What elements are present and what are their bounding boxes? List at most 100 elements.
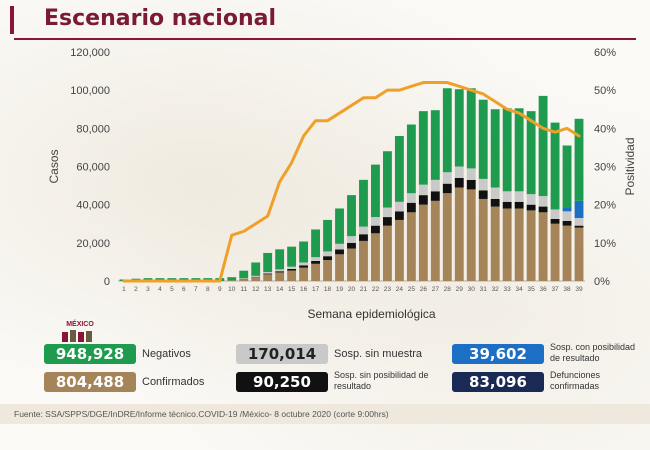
bar-negativos xyxy=(514,108,524,192)
sin-posibilidad-value: 90,250 xyxy=(236,372,328,392)
x-tick-label: 25 xyxy=(408,286,416,293)
bar-confirmados xyxy=(263,274,273,281)
x-tick-label: 24 xyxy=(396,286,404,293)
bar-confirmados xyxy=(287,270,297,281)
title-accent xyxy=(10,6,14,34)
bar-defunciones xyxy=(538,206,548,213)
y-tick-label: 60,000 xyxy=(76,162,110,174)
y-tick-label: 80,000 xyxy=(76,123,110,135)
bar-negativos xyxy=(574,118,584,201)
y2-tick-label: 50% xyxy=(594,85,616,97)
bar-negativos xyxy=(502,108,512,192)
bar-confirmados xyxy=(526,210,536,281)
y-tick-label: 120,000 xyxy=(70,47,110,59)
x-tick-label: 10 xyxy=(228,286,236,293)
bar-confirmados xyxy=(299,267,309,281)
logo-text: MÉXICO xyxy=(66,319,94,328)
bar-sosp-sin-muestra xyxy=(359,226,368,235)
bar-confirmados xyxy=(382,225,392,281)
negativos-value: 948,928 xyxy=(44,344,136,364)
bar-negativos xyxy=(538,95,548,197)
y2-tick-label: 30% xyxy=(594,162,616,174)
bar-defunciones xyxy=(430,191,440,201)
bar-negativos xyxy=(287,246,297,267)
bar-confirmados xyxy=(239,279,249,281)
defunciones-label: Defunciones confirmadas xyxy=(550,370,601,391)
bar-sosp-sin-muestra xyxy=(382,207,392,218)
y2-tick-label: 60% xyxy=(594,47,616,59)
bar-negativos xyxy=(478,99,488,179)
bar-confirmados xyxy=(442,193,452,281)
bar-negativos xyxy=(382,151,392,208)
bar-sosp-sin-muestra xyxy=(478,178,488,191)
bar-confirmados xyxy=(574,227,584,281)
bar-defunciones xyxy=(323,256,332,261)
con-posibilidad-value: 39,602 xyxy=(452,344,544,364)
x-tick-label: 33 xyxy=(504,286,512,293)
bar-confirmados xyxy=(311,263,321,281)
bar-confirmados xyxy=(490,206,500,281)
x-tick-label: 17 xyxy=(312,286,320,293)
bar-sosp-sin-muestra xyxy=(287,266,297,269)
bar-defunciones xyxy=(466,179,476,190)
x-tick-label: 19 xyxy=(336,286,344,293)
bar-defunciones xyxy=(574,225,584,228)
bar-sosp-sin-muestra xyxy=(371,217,380,226)
positividad-line xyxy=(122,81,581,283)
bar-sosp-sin-muestra xyxy=(490,187,500,199)
bar-sosp-sin-muestra xyxy=(251,275,261,277)
bar-defunciones xyxy=(490,198,500,207)
bar-negativos xyxy=(299,241,309,263)
x-tick-label: 8 xyxy=(206,286,210,293)
x-tick-label: 11 xyxy=(240,286,247,293)
bar-confirmados xyxy=(562,225,572,281)
bar-sosp-con-posibilidad-de-resultado xyxy=(574,200,584,219)
bar-defunciones xyxy=(454,177,464,188)
bar-confirmados xyxy=(323,260,332,281)
bar-confirmados xyxy=(430,200,440,281)
bar-defunciones xyxy=(347,242,356,249)
y2-tick-label: 10% xyxy=(594,238,616,250)
bar-negativos xyxy=(371,164,380,218)
page-title: Escenario nacional xyxy=(44,6,277,31)
bar-negativos xyxy=(263,252,273,273)
bar-defunciones xyxy=(406,202,416,213)
bar-sosp-sin-muestra xyxy=(442,172,452,184)
y-tick-label: 100,000 xyxy=(70,85,110,97)
bar-negativos xyxy=(550,122,560,210)
bar-negativos xyxy=(323,219,332,252)
bar-defunciones xyxy=(478,190,488,199)
bar-defunciones xyxy=(287,268,297,271)
bar-sosp-sin-muestra xyxy=(562,211,572,221)
bar-negativos xyxy=(490,109,500,188)
bar-negativos xyxy=(454,89,464,167)
x-tick-label: 13 xyxy=(264,286,272,293)
bar-defunciones xyxy=(514,201,524,209)
sin-posibilidad-label: Sosp. sin posibilidad de resultado xyxy=(334,370,429,391)
y2-tick-label: 40% xyxy=(594,123,616,135)
bar-sosp-sin-muestra xyxy=(526,194,536,205)
bar-sosp-sin-muestra xyxy=(299,262,309,266)
bar-defunciones xyxy=(335,249,344,255)
bar-confirmados xyxy=(394,219,404,281)
bar-defunciones xyxy=(418,195,428,205)
x-tick-label: 22 xyxy=(372,286,380,293)
bar-negativos xyxy=(418,111,428,185)
x-tick-label: 35 xyxy=(527,286,535,293)
bar-confirmados xyxy=(227,280,237,281)
bar-sosp-sin-muestra xyxy=(311,257,321,261)
bar-negativos xyxy=(239,270,249,279)
bar-defunciones xyxy=(562,220,572,226)
bar-defunciones xyxy=(263,273,273,275)
x-tick-label: 38 xyxy=(563,286,571,293)
x-tick-label: 30 xyxy=(468,286,476,293)
bar-defunciones xyxy=(526,204,536,211)
x-tick-label: 28 xyxy=(444,286,452,293)
bar-sosp-sin-muestra xyxy=(466,168,476,180)
bar-sosp-sin-muestra xyxy=(323,251,332,257)
bar-defunciones xyxy=(311,260,321,264)
bar-confirmados xyxy=(347,248,356,281)
bar-sosp-con-posibilidad-de-resultado xyxy=(562,207,572,212)
x-tick-label: 1 xyxy=(122,286,126,293)
bar-negativos xyxy=(311,229,321,258)
